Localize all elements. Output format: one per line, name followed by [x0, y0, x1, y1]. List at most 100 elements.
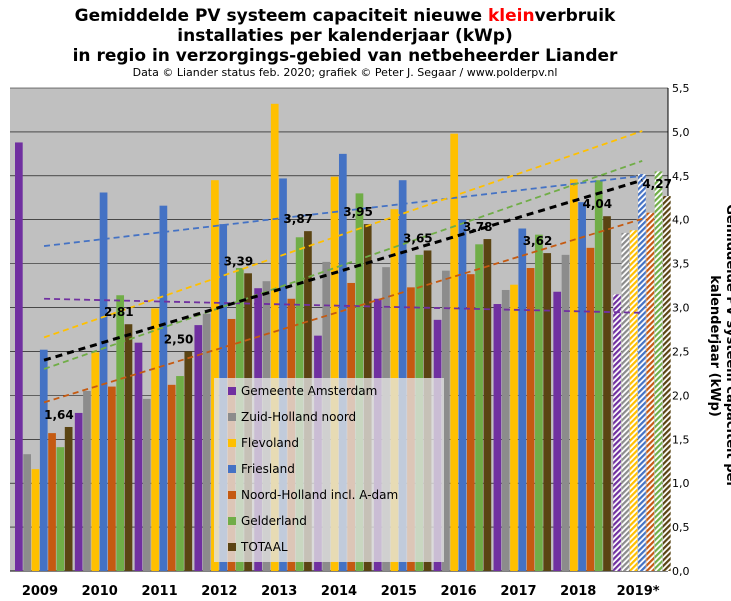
chart-title-line3: in regio in verzorgings-gebied van netbe… [72, 46, 618, 66]
bar [23, 454, 31, 571]
bar [184, 351, 193, 571]
bar [561, 254, 570, 571]
data-label: 4,27 [642, 177, 672, 191]
data-label: 3,87 [283, 212, 313, 226]
legend-label: Flevoland [241, 436, 299, 450]
data-label: 4,04 [583, 197, 613, 211]
bar [603, 216, 611, 571]
legend-swatch [228, 465, 236, 473]
data-label: 3,39 [224, 254, 254, 268]
data-label: 1,64 [44, 408, 74, 422]
bar [510, 284, 518, 571]
y-tick-label: 3,5 [672, 258, 690, 271]
x-tick-label: 2016 [441, 584, 477, 599]
data-label: 3,65 [403, 231, 433, 245]
legend-label: Noord-Holland incl. A-dam [241, 488, 399, 502]
bar [621, 232, 630, 571]
y-tick-label: 1,0 [672, 477, 690, 490]
x-tick-label: 2013 [261, 584, 297, 599]
title-highlight: klein [487, 6, 535, 26]
legend-label: TOTAAL [241, 540, 288, 554]
x-tick-label: 2014 [321, 584, 357, 599]
y-tick-label: 2,0 [672, 389, 690, 402]
x-tick-label: 2017 [500, 584, 536, 599]
bar [338, 153, 347, 571]
bar [167, 384, 176, 571]
x-tick-label: 2011 [141, 584, 177, 599]
legend-item: Friesland [214, 456, 444, 482]
bar [74, 412, 83, 571]
bar [202, 313, 211, 571]
legend-swatch [228, 387, 236, 395]
x-tick-label: 2018 [560, 584, 596, 599]
bar [553, 291, 562, 571]
bar [535, 234, 543, 571]
bar [151, 308, 159, 571]
bar [475, 244, 483, 572]
trendline [43, 130, 643, 339]
bar [211, 180, 219, 571]
data-label: 3,95 [343, 205, 373, 219]
y-tick-label: 5,5 [672, 82, 690, 95]
bar [483, 239, 492, 571]
bar [543, 253, 552, 571]
x-tick-label: 2012 [201, 584, 237, 599]
trendline [43, 217, 643, 404]
legend-label: Gemeente Amsterdam [241, 384, 378, 398]
bar [638, 174, 646, 571]
trendline [43, 174, 643, 247]
legend-item: Flevoland [214, 430, 444, 456]
chart-title-line1: Gemiddelde PV systeem capaciteit nieuwe … [74, 6, 616, 26]
y-tick-label: 4,0 [672, 214, 690, 227]
bar [450, 133, 459, 571]
legend-item: Noord-Holland incl. A-dam [214, 482, 444, 508]
bar [629, 230, 638, 572]
bar [458, 219, 467, 571]
data-label: 3,78 [463, 220, 493, 234]
y-tick-label: 1,5 [672, 433, 690, 446]
bar [578, 202, 586, 571]
bar [586, 247, 595, 571]
y-tick-label: 0,5 [672, 521, 690, 534]
bar [594, 180, 603, 571]
y-axis-label: Gemiddelde PV systeem capaciteit per kal… [707, 204, 731, 488]
bar [270, 103, 279, 571]
bar [501, 289, 510, 571]
legend-swatch [228, 517, 236, 525]
bar [116, 295, 125, 571]
bar [466, 274, 475, 571]
chart-credit: Data © Liander status feb. 2020; grafiek… [132, 66, 558, 79]
x-tick-label: 2019* [617, 584, 660, 599]
bar [518, 228, 527, 571]
bar [39, 349, 48, 571]
y-tick-label: 4,5 [672, 170, 690, 183]
y-tick-label: 0,0 [672, 565, 690, 578]
bar [569, 179, 578, 571]
bar [99, 192, 108, 571]
bar [176, 376, 184, 571]
bar [56, 447, 65, 571]
bar [124, 324, 133, 571]
bar [159, 205, 168, 571]
bar [31, 469, 40, 571]
legend-swatch [228, 439, 236, 447]
bar [83, 390, 91, 571]
legend-label: Friesland [241, 462, 295, 476]
data-label: 2,81 [104, 305, 134, 319]
bar [398, 180, 407, 571]
legend-item: TOTAAL [214, 534, 444, 560]
bar [330, 176, 339, 572]
chart-title-line2: installaties per kalenderjaar (kWp) [177, 26, 513, 46]
bar [279, 178, 287, 571]
bar [646, 212, 655, 571]
bar [493, 304, 502, 571]
x-tick-label: 2015 [381, 584, 417, 599]
legend-label: Zuid-Holland noord [241, 410, 357, 424]
trendline [43, 160, 643, 370]
legend-swatch [228, 491, 236, 499]
bar [194, 325, 203, 571]
trendline [43, 178, 643, 362]
bar [613, 294, 621, 571]
bar [442, 270, 450, 571]
bar [64, 426, 73, 571]
